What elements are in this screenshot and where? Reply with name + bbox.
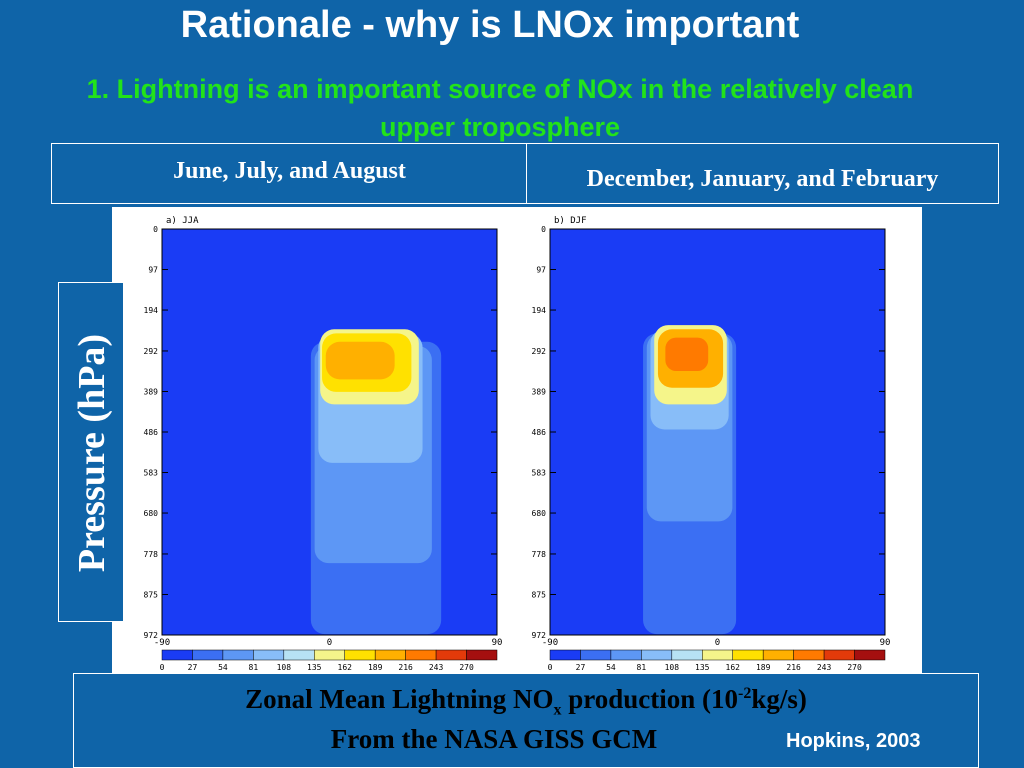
colorbar-label-1-8: 216 bbox=[786, 663, 801, 672]
heat-cell-0-5 bbox=[325, 341, 395, 380]
colorbar-seg-1-8 bbox=[793, 649, 825, 661]
y-tick-label-0-1: 97 bbox=[148, 266, 158, 275]
colorbar-label-0-7: 189 bbox=[368, 663, 383, 672]
caption-text-c: kg/s) bbox=[751, 684, 807, 714]
y-tick-label-1-10: 972 bbox=[532, 631, 547, 640]
colorbar-seg-1-0 bbox=[549, 649, 581, 661]
colorbar-seg-1-4 bbox=[671, 649, 703, 661]
y-tick-label-0-3: 292 bbox=[144, 347, 159, 356]
colorbar-seg-1-3 bbox=[641, 649, 673, 661]
season-label-jja: June, July, and August bbox=[51, 143, 528, 204]
panel-label-1: b) DJF bbox=[554, 216, 587, 226]
colorbar-seg-0-7 bbox=[374, 649, 406, 661]
colorbar-label-0-1: 27 bbox=[188, 663, 198, 672]
y-tick-label-1-5: 486 bbox=[532, 428, 547, 437]
y-tick-label-1-0: 0 bbox=[541, 225, 546, 234]
credit-text: Hopkins, 2003 bbox=[786, 730, 921, 752]
y-tick-label-0-9: 875 bbox=[144, 590, 159, 599]
colorbar-seg-0-5 bbox=[314, 649, 345, 661]
caption-text-b: production (10 bbox=[561, 684, 738, 714]
y-tick-label-1-8: 778 bbox=[532, 550, 547, 559]
y-tick-label-1-3: 292 bbox=[532, 347, 547, 356]
y-tick-label-0-5: 486 bbox=[144, 428, 159, 437]
colorbar-label-0-10: 270 bbox=[459, 663, 474, 672]
y-tick-label-1-4: 389 bbox=[532, 387, 547, 396]
colorbar-label-1-7: 189 bbox=[756, 663, 771, 672]
model-figure: 0 97 194 292 389 486 583 680 778 875 972 -90 0 90 a) J… bbox=[112, 207, 922, 673]
slide-title: Rationale - why is LNOx important bbox=[180, 4, 800, 46]
caption-superscript: -2 bbox=[737, 685, 752, 702]
colorbar-seg-1-9 bbox=[823, 649, 855, 661]
colorbar-label-1-5: 135 bbox=[695, 663, 710, 672]
colorbar-label-1-1: 27 bbox=[576, 663, 586, 672]
colorbar-label-1-0: 0 bbox=[548, 663, 553, 672]
y-tick-label-0-7: 680 bbox=[144, 509, 159, 518]
colorbar-label-0-3: 81 bbox=[249, 663, 259, 672]
colorbar-seg-0-6 bbox=[344, 649, 376, 661]
y-tick-label-0-0: 0 bbox=[153, 225, 158, 234]
colorbar-seg-1-1 bbox=[580, 649, 612, 661]
colorbar-label-0-9: 243 bbox=[429, 663, 444, 672]
y-axis-label: Pressure (hPa) bbox=[71, 333, 113, 573]
subtitle-clip: 1. Lightning is an important source of N… bbox=[0, 0, 1024, 142]
colorbar-label-0-6: 162 bbox=[338, 663, 353, 672]
y-tick-label-1-9: 875 bbox=[532, 590, 547, 599]
colorbar-seg-1-5 bbox=[702, 649, 733, 661]
caption-subscript: x bbox=[553, 701, 562, 719]
colorbar-label-0-0: 0 bbox=[160, 663, 165, 672]
colorbar-label-1-4: 108 bbox=[665, 663, 680, 672]
caption-line-2: From the NASA GISS GCM bbox=[330, 724, 658, 754]
colorbar-seg-0-10 bbox=[466, 649, 498, 661]
x-tick-label-1-0: -90 bbox=[542, 638, 558, 648]
colorbar-label-0-5: 135 bbox=[307, 663, 322, 672]
slide-subtitle: 1. Lightning is an important source of N… bbox=[86, 74, 914, 142]
caption-text-a: Zonal Mean Lightning NO bbox=[245, 684, 554, 714]
colorbar-label-0-4: 108 bbox=[277, 663, 292, 672]
colorbar-seg-0-0 bbox=[161, 649, 193, 661]
x-tick-label-0-1: 0 bbox=[327, 638, 332, 648]
heat-cell-1-5 bbox=[665, 337, 709, 372]
colorbar-seg-0-8 bbox=[405, 649, 437, 661]
y-axis-label-box: Pressure (hPa) bbox=[58, 282, 124, 622]
colorbar-seg-0-4 bbox=[283, 649, 315, 661]
x-tick-label-1-2: 90 bbox=[880, 638, 891, 648]
season-label-djf: December, January, and February bbox=[526, 143, 999, 204]
colorbar-seg-0-1 bbox=[192, 649, 224, 661]
y-tick-label-1-1: 97 bbox=[536, 266, 546, 275]
colorbar-seg-1-2 bbox=[610, 649, 642, 661]
colorbar-label-1-10: 270 bbox=[847, 663, 862, 672]
colorbar-seg-0-2 bbox=[222, 649, 254, 661]
colorbar-seg-0-9 bbox=[435, 649, 467, 661]
y-tick-label-0-2: 194 bbox=[144, 306, 159, 315]
colorbar-label-1-3: 81 bbox=[637, 663, 647, 672]
x-tick-label-1-1: 0 bbox=[715, 638, 720, 648]
y-tick-label-1-2: 194 bbox=[532, 306, 547, 315]
colorbar-seg-0-3 bbox=[253, 649, 285, 661]
colorbar-seg-1-10 bbox=[854, 649, 886, 661]
colorbar-label-1-2: 54 bbox=[606, 663, 616, 672]
colorbar-seg-1-6 bbox=[732, 649, 764, 661]
colorbar-label-1-6: 162 bbox=[726, 663, 741, 672]
y-tick-label-0-8: 778 bbox=[144, 550, 159, 559]
colorbar-label-0-2: 54 bbox=[218, 663, 228, 672]
figure-caption: Zonal Mean Lightning NOx production (10-… bbox=[73, 673, 979, 768]
y-tick-label-0-4: 389 bbox=[144, 387, 159, 396]
caption-line-1: Zonal Mean Lightning NOx production (10-… bbox=[74, 684, 978, 719]
x-tick-label-0-2: 90 bbox=[492, 638, 503, 648]
y-tick-label-1-7: 680 bbox=[532, 509, 547, 518]
y-tick-label-0-6: 583 bbox=[144, 469, 159, 478]
x-tick-label-0-0: -90 bbox=[154, 638, 170, 648]
colorbar-label-0-8: 216 bbox=[398, 663, 413, 672]
colorbar-label-1-9: 243 bbox=[817, 663, 832, 672]
panel-label-0: a) JJA bbox=[166, 216, 199, 226]
y-tick-label-1-6: 583 bbox=[532, 469, 547, 478]
y-tick-label-0-10: 972 bbox=[144, 631, 159, 640]
colorbar-seg-1-7 bbox=[762, 649, 794, 661]
